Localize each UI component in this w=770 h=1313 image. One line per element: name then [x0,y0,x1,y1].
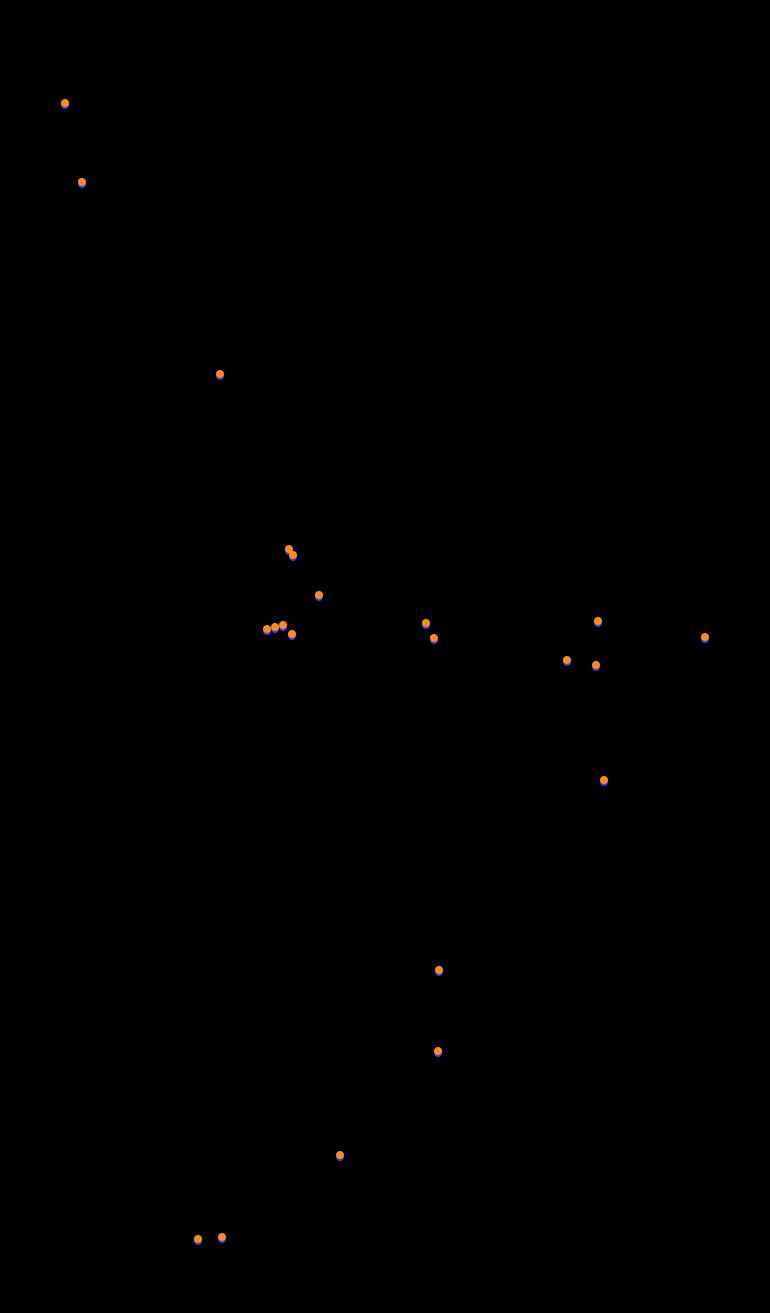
scatter-point-front [430,634,438,642]
scatter-point-front [422,619,430,627]
scatter-point-front [435,966,443,974]
scatter-point-front [279,621,287,629]
scatter-plot [0,0,770,1313]
scatter-point-front [218,1233,226,1241]
scatter-point-front [592,661,600,669]
scatter-point-front [701,633,709,641]
scatter-point-front [216,370,224,378]
scatter-point-front [434,1047,442,1055]
scatter-point-front [600,776,608,784]
scatter-point-front [263,625,271,633]
scatter-point-front [336,1151,344,1159]
scatter-point-front [288,630,296,638]
scatter-point-front [315,591,323,599]
scatter-point-front [61,99,69,107]
scatter-point-front [289,551,297,559]
scatter-point-front [78,178,86,186]
scatter-point-front [594,617,602,625]
scatter-point-front [563,656,571,664]
scatter-point-front [271,623,279,631]
scatter-point-front [194,1235,202,1243]
